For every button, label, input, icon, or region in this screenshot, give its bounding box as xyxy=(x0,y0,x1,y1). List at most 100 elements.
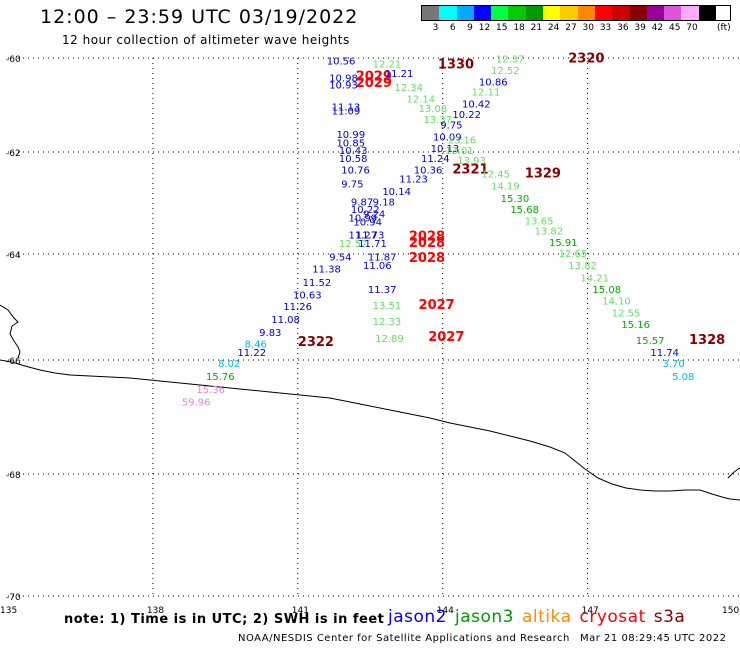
page-subtitle: 12 hour collection of altimeter wave hei… xyxy=(62,33,350,47)
swh-value-label: 8.46 xyxy=(245,339,267,350)
legend-tick-label: 21 xyxy=(530,23,543,33)
swh-value-label: 10.94 xyxy=(353,217,382,228)
swh-value-label: 10.56 xyxy=(327,57,356,68)
legend-swatch xyxy=(422,6,440,20)
swh-value-label: 10.22 xyxy=(452,110,481,121)
swh-value-label: 11.08 xyxy=(271,315,300,326)
legend-color-bar xyxy=(421,5,731,21)
legend-tick-label: 12 xyxy=(478,23,491,33)
legend-swatch xyxy=(473,6,492,20)
swh-value-label: 9.87 xyxy=(351,198,373,209)
swh-value-label: 12.89 xyxy=(375,334,404,345)
swh-value-label: 11.73 xyxy=(356,231,385,242)
legend-tick-label: 70 xyxy=(686,23,698,33)
swh-value-label: 15.91 xyxy=(549,238,578,249)
swh-value-label: 10.99 xyxy=(336,130,365,141)
satellite-label-cryosat: cryosat xyxy=(579,607,646,627)
swh-value-label: 9.75 xyxy=(341,180,363,191)
swh-value-label: 10.85 xyxy=(336,138,365,149)
lat-tick-label: -68 xyxy=(6,471,21,481)
swh-value-label: 13.01 xyxy=(445,146,474,157)
legend-swatch xyxy=(646,6,665,20)
legend-swatch xyxy=(629,6,647,20)
swh-value-label: 11.37 xyxy=(368,285,397,296)
swh-value-label: 59.96 xyxy=(182,398,211,409)
axis-labels: -60 -62 -64 -66 -68 -70 135 138 141 144 147 150 xyxy=(0,55,739,616)
swh-value-label: 11.74 xyxy=(650,348,679,359)
pass-time-label: 2322 xyxy=(298,335,334,350)
swh-value-label: 11.23 xyxy=(399,175,428,186)
legend-swatch xyxy=(681,6,699,20)
swh-value-label: 11.06 xyxy=(363,261,392,272)
legend-tick-label: 9 xyxy=(467,23,473,33)
swh-value-label: 10.93 xyxy=(329,81,358,92)
legend-swatch xyxy=(508,6,526,20)
footer-credit: NOAA/NESDIS Center for Satellite Applica… xyxy=(238,633,570,644)
swh-value-label: 15.57 xyxy=(636,336,665,347)
swh-value-label: 12.45 xyxy=(481,170,510,181)
swh-value-label: 9.54 xyxy=(329,252,351,263)
swh-value-label: 10.63 xyxy=(293,291,322,302)
swh-value-label: 14.21 xyxy=(580,274,609,285)
graticule xyxy=(8,57,740,598)
swh-value-label: 3.70 xyxy=(662,359,684,370)
swh-value-label: 11.26 xyxy=(283,302,312,313)
swh-value-label: 9.75 xyxy=(440,121,462,132)
satellite-legend: jason2 jason3 altika cryosat s3a xyxy=(388,607,693,627)
lon-tick-label: 147 xyxy=(582,606,599,616)
satellite-label-altika: altika xyxy=(522,607,572,627)
swh-value-label: 10.86 xyxy=(479,77,508,88)
pass-time-label: 2027 xyxy=(428,330,464,345)
swh-value-label: 13.82 xyxy=(568,261,597,272)
swh-value-label: 11.71 xyxy=(358,239,387,250)
swh-value-label: 15.68 xyxy=(510,205,539,216)
swh-value-label: 11.87 xyxy=(368,252,397,263)
legend-tick-label: 42 xyxy=(651,23,664,33)
swh-value-label: 15.08 xyxy=(592,285,621,296)
swh-value-label: 11.21 xyxy=(385,69,414,80)
swh-value-label: 5.08 xyxy=(672,372,694,383)
swh-value-label: 10.98 xyxy=(329,74,358,85)
footnote: note: 1) Time is in UTC; 2) SWH is in fe… xyxy=(64,612,385,627)
lon-tick-label: 138 xyxy=(147,606,164,616)
legend-tick-label: 6 xyxy=(449,23,456,33)
pass-time-label: 1328 xyxy=(689,333,725,348)
legend-tick-label: 33 xyxy=(599,23,612,33)
swh-value-label: 11.27 xyxy=(349,231,378,242)
swh-value-label: 12.33 xyxy=(373,317,402,328)
pass-time-label: 1330 xyxy=(438,57,474,72)
satellite-label-s3a: s3a xyxy=(653,607,686,627)
pass-time-label: 2029 xyxy=(356,70,392,85)
lon-tick-label: 144 xyxy=(437,606,454,616)
swh-value-label: 15.30 xyxy=(501,194,530,205)
page-title: 12:00 – 23:59 UTC 03/19/2022 xyxy=(40,6,359,28)
swh-value-label: 14.19 xyxy=(491,182,520,193)
legend-swatch xyxy=(594,6,613,20)
pass-time-label: 2320 xyxy=(568,52,604,67)
swh-value-label: 10.36 xyxy=(414,165,443,176)
swh-value-label: 10.13 xyxy=(431,144,460,155)
lon-tick-label: 135 xyxy=(0,606,17,616)
legend-swatch xyxy=(664,6,682,20)
legend-tick-label: 30 xyxy=(582,23,594,33)
legend-swatch xyxy=(543,6,561,20)
swh-value-label: 13.16 xyxy=(448,136,477,147)
legend-tick-label: 39 xyxy=(634,23,646,33)
swh-value-label: 14.10 xyxy=(602,296,631,307)
swh-value-label: 10.76 xyxy=(341,165,370,176)
swh-value-label: 11.09 xyxy=(332,106,361,117)
lat-tick-label: -64 xyxy=(6,251,21,261)
swh-value-label: 12.21 xyxy=(373,59,402,70)
swh-value-label: 11.13 xyxy=(332,103,361,114)
swh-value-label: 10.58 xyxy=(339,154,368,165)
swh-value-label: 11.24 xyxy=(421,154,450,165)
legend-swatch xyxy=(525,6,544,20)
legend-swatch xyxy=(491,6,509,20)
swh-value-label: 13.93 xyxy=(457,156,486,167)
legend-labels: 3 6 9 12 15 18 21 24 27 30 33 36 39 42 45 70 (ft) xyxy=(421,23,731,33)
legend-tick-label xyxy=(698,23,715,33)
legend-swatch xyxy=(612,6,630,20)
pass-time-label: 2028 xyxy=(409,251,445,266)
